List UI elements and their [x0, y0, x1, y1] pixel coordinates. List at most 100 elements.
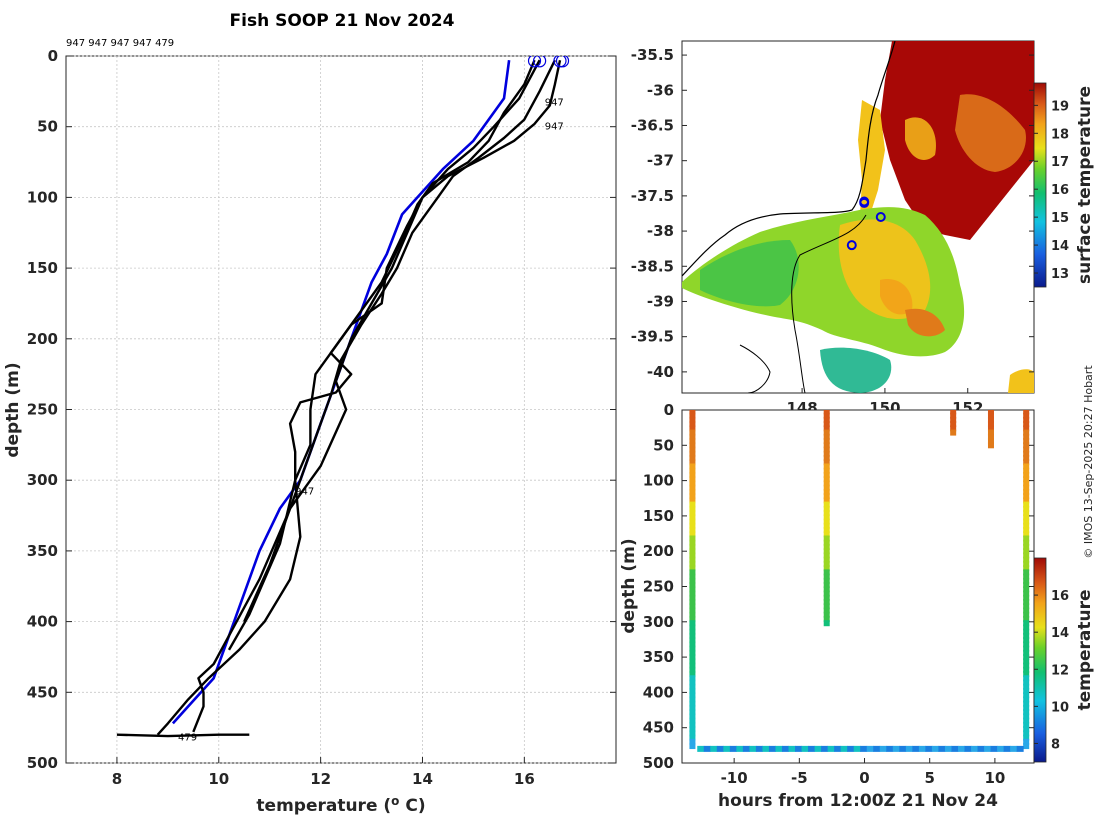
section-bottom-point	[775, 745, 783, 752]
section-cast-point	[1023, 632, 1030, 639]
section-cast-point	[689, 611, 696, 618]
section-cast-point	[689, 433, 696, 440]
map-y-tick-label: -35.5	[631, 46, 674, 64]
section-cast-point	[1023, 455, 1030, 462]
map-y-tick-label: -36.5	[631, 116, 674, 134]
section-cast-point	[1023, 560, 1030, 567]
section-cast-point	[1023, 493, 1030, 500]
profile-header-label: 947 947 947 947 479	[66, 38, 174, 49]
profile-series	[116, 56, 570, 738]
section-cast-point	[823, 416, 830, 423]
section-cast-point	[1023, 675, 1030, 682]
section-cast-point	[823, 484, 830, 491]
profile-start-marker	[527, 56, 542, 68]
section-cast-point	[1023, 535, 1030, 542]
section-casts	[689, 410, 1030, 752]
section-cast-point	[689, 501, 696, 508]
section-cast-point	[689, 603, 696, 610]
section-cast-point	[689, 535, 696, 542]
section-x-tick-label: -5	[791, 769, 808, 787]
profile-y-tick-label: 50	[37, 118, 58, 136]
section-cast-point	[950, 412, 957, 419]
section-cast-point	[1023, 603, 1030, 610]
section-cast-point	[1023, 514, 1030, 521]
section-cast-point	[1023, 433, 1030, 440]
section-cast-point	[1023, 527, 1030, 534]
section-cast-point	[1023, 743, 1030, 750]
section-bottom-point	[723, 745, 731, 752]
section-cast-point	[823, 590, 830, 597]
section-cast-point	[689, 463, 696, 470]
section-bottom-point	[710, 745, 718, 752]
section-cast-point	[823, 471, 830, 478]
section-cast-point	[689, 730, 696, 737]
map-y-tick-label: -36	[647, 81, 674, 99]
section-cast-point	[1023, 501, 1030, 508]
section-cast-point	[1023, 709, 1030, 716]
section-cast-point	[689, 565, 696, 572]
section-cast-point	[823, 450, 830, 457]
map-station-marker	[846, 240, 857, 251]
section-cast-point	[689, 582, 696, 589]
section-cast-point	[1023, 543, 1030, 550]
section-cast-point	[689, 446, 696, 453]
section-cast-point	[823, 438, 830, 445]
sst-map: -35.5 -36 -36.5 -37 -37.5 -38 -38.5 -39 -39.5 -40…	[631, 40, 1095, 417]
section-x-label: hours from 12:00Z 21 Nov 24	[718, 791, 998, 811]
section-cast-point	[689, 599, 696, 606]
profile-annotation: 947	[545, 122, 564, 133]
section-cast-point	[689, 577, 696, 584]
section-cast-point	[1023, 696, 1030, 703]
section-cast-point	[987, 442, 994, 449]
map-colorbar-tick-label: 19	[1051, 99, 1069, 114]
section-bottom-point	[834, 745, 842, 752]
section-cast-point	[823, 476, 830, 483]
profile-y-tick-label: 300	[27, 471, 58, 489]
section-colorbar-tick-label: 10	[1051, 700, 1069, 715]
map-colorbar	[1033, 82, 1047, 288]
section-cast-point	[823, 467, 830, 474]
section-cast-point	[1023, 480, 1030, 487]
section-cast-point	[689, 726, 696, 733]
profile-y-tick-label: 250	[27, 401, 58, 419]
profile-y-tick-label: 150	[27, 259, 58, 277]
section-cast-point	[1023, 459, 1030, 466]
profile-y-tick-label: 400	[27, 613, 58, 631]
section-cast-point	[1023, 497, 1030, 504]
section-y-tick-label: 50	[653, 436, 674, 454]
section-cast-point	[1023, 654, 1030, 661]
section-cast-point	[1023, 649, 1030, 656]
section-cast-point	[689, 624, 696, 631]
section-cast-point	[689, 687, 696, 694]
section-cast-point	[950, 425, 957, 432]
section-cast-point	[689, 594, 696, 601]
section-cast-point	[823, 620, 830, 627]
map-colorbar-tick-label: 17	[1051, 155, 1069, 170]
section-cast-point	[823, 442, 830, 449]
section-cast-point	[987, 416, 994, 423]
section-bottom-point	[827, 745, 835, 752]
map-y-tick-label: -37.5	[631, 187, 674, 205]
section-cast-point	[689, 658, 696, 665]
section-cast-point	[689, 410, 696, 415]
section-cast-point	[823, 603, 830, 610]
section-cast-point	[689, 700, 696, 707]
section-cast-point	[689, 590, 696, 597]
section-cast-point	[823, 535, 830, 542]
section-cast-point	[689, 628, 696, 635]
section-cast-point	[1023, 416, 1030, 423]
map-coastline	[682, 41, 896, 277]
section-x-tick-label: 5	[924, 769, 934, 787]
section-colorbar	[1033, 557, 1047, 763]
section-cast-point	[1023, 700, 1030, 707]
section-cast-point	[1023, 425, 1030, 432]
section-cast-point	[689, 560, 696, 567]
section-cast-point	[1023, 666, 1030, 673]
section-cast-point	[1023, 577, 1030, 584]
section-cast-point	[823, 514, 830, 521]
section-cast-point	[1023, 582, 1030, 589]
map-y-tick-label: -37	[647, 152, 674, 170]
map-y-tick-label: -39.5	[631, 328, 674, 346]
section-y-tick-label: 100	[643, 472, 674, 490]
map-colorbar-tick-label: 16	[1051, 183, 1069, 198]
